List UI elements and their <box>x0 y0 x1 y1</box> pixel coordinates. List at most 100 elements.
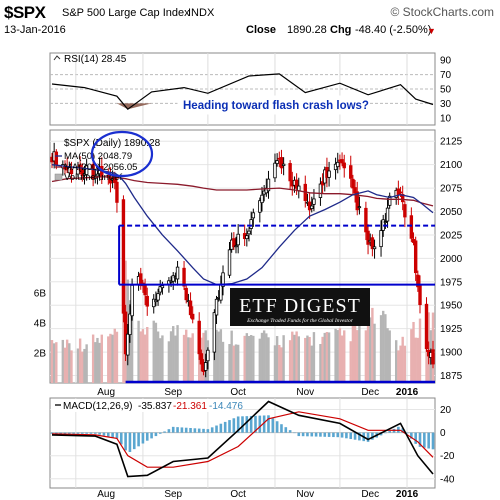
candle-body <box>182 267 186 287</box>
macd-legend-macd: -35.837 <box>138 401 172 412</box>
volume-bar <box>379 315 383 383</box>
price-tick-label: 1900 <box>440 348 463 359</box>
macd-histogram-bar <box>297 432 301 437</box>
candle-body <box>266 178 271 192</box>
macd-histogram-bar <box>193 428 197 433</box>
volume-bar <box>143 334 147 383</box>
volume-bar <box>182 334 186 383</box>
macd-histogram-bar <box>353 432 357 440</box>
price-tick-label: 1925 <box>440 324 463 335</box>
macd-histogram-bar <box>98 432 101 435</box>
volume-bar <box>161 335 164 383</box>
macd-signal-line <box>51 411 434 468</box>
macd-histogram-bar <box>115 432 119 439</box>
candle-body <box>327 170 331 178</box>
price-tick-label: 2050 <box>440 207 463 218</box>
volume-bar <box>312 332 316 383</box>
volume-bar <box>96 337 99 383</box>
candle-body <box>191 313 195 320</box>
macd-histogram-bar <box>63 432 67 434</box>
highlight-circle <box>90 130 154 178</box>
candle-body <box>355 191 359 211</box>
candle-body <box>353 187 357 194</box>
volume-bar <box>282 335 285 383</box>
macd-histogram-bar <box>336 432 340 438</box>
ma50-legend: MA(50) 2048.79 <box>64 151 132 162</box>
volume-bar <box>100 334 103 383</box>
volume-bar <box>232 345 236 383</box>
candle-body <box>249 219 253 229</box>
candle-body <box>318 183 323 198</box>
volume-bar <box>358 320 361 383</box>
volume-bar <box>141 329 145 383</box>
exchange-label: INDX <box>188 7 215 19</box>
volume-bar <box>81 351 84 383</box>
candle-body <box>251 212 256 219</box>
macd-histogram-bar <box>85 432 88 434</box>
volume-bar <box>260 332 264 383</box>
volume-tick-label: 6B <box>34 289 47 300</box>
price-tick-label: 1975 <box>440 277 463 288</box>
macd-histogram-bar <box>379 432 383 436</box>
volume-bar <box>219 329 223 383</box>
volume-bar <box>76 348 80 383</box>
candle-body <box>312 198 316 205</box>
macd-histogram-bar <box>427 432 430 449</box>
volume-bar <box>217 331 220 383</box>
volume-bar <box>340 335 344 383</box>
macd-histogram-bar <box>332 432 335 438</box>
candle-body <box>366 230 370 245</box>
candle-body <box>294 179 299 189</box>
candle-body <box>247 230 251 235</box>
macd-histogram-bar <box>145 432 149 441</box>
macd-x-tick-label: 2016 <box>396 489 419 500</box>
volume-bar <box>267 337 270 383</box>
volume-tick-label: 4B <box>34 319 47 330</box>
volume-legend: Volume undef <box>64 172 122 183</box>
macd-histogram-bar <box>50 432 54 434</box>
candle-body <box>372 246 377 250</box>
candle-body <box>206 349 210 362</box>
close-label: Close <box>246 24 276 36</box>
volume-bar <box>202 332 205 383</box>
volume-bar <box>288 340 292 383</box>
volume-bar <box>159 338 162 383</box>
volume-bar <box>275 336 279 383</box>
volume-bar <box>130 300 134 383</box>
candle-body <box>212 312 217 353</box>
macd-histogram-bar <box>128 432 132 452</box>
candle-body <box>340 159 344 164</box>
candle-body <box>54 151 59 166</box>
candle-body <box>115 181 119 203</box>
volume-bar <box>63 347 67 383</box>
volume-bar <box>319 343 322 383</box>
change-value: -48.40 (-2.50%) <box>355 24 432 36</box>
candle-body <box>409 215 414 239</box>
volume-bar <box>304 337 307 383</box>
volume-bar <box>91 334 95 383</box>
macd-histogram-bar <box>236 416 240 433</box>
volume-bar <box>98 342 101 383</box>
candle-body <box>221 272 225 287</box>
rsi-tick-label: 10 <box>440 113 452 124</box>
volume-bar <box>185 329 188 383</box>
candle-body <box>342 162 346 169</box>
rsi-oversold-fill <box>116 103 152 110</box>
rsi-line <box>51 73 434 111</box>
macd-histogram-bar <box>76 432 80 434</box>
volume-bar <box>278 344 281 383</box>
macd-histogram-bar <box>319 432 322 437</box>
price-panel: 2125 2100 2075 2050 2025 2000 1975 1950 1925 1900… <box>34 129 463 398</box>
price-legend: $SPX (Daily) 1890.28 <box>64 138 161 149</box>
volume-bar <box>325 331 329 383</box>
volume-bar <box>394 340 398 383</box>
volume-bar <box>65 339 69 383</box>
macd-x-tick-label: Dec <box>361 489 379 500</box>
macd-histogram-bar <box>258 415 262 433</box>
macd-histogram-bar <box>410 432 413 439</box>
price-x-tick-label: Sep <box>164 387 182 398</box>
candle-body <box>199 353 204 365</box>
candle-body <box>123 311 128 355</box>
volume-bar <box>273 345 277 383</box>
candle-body <box>258 200 262 213</box>
